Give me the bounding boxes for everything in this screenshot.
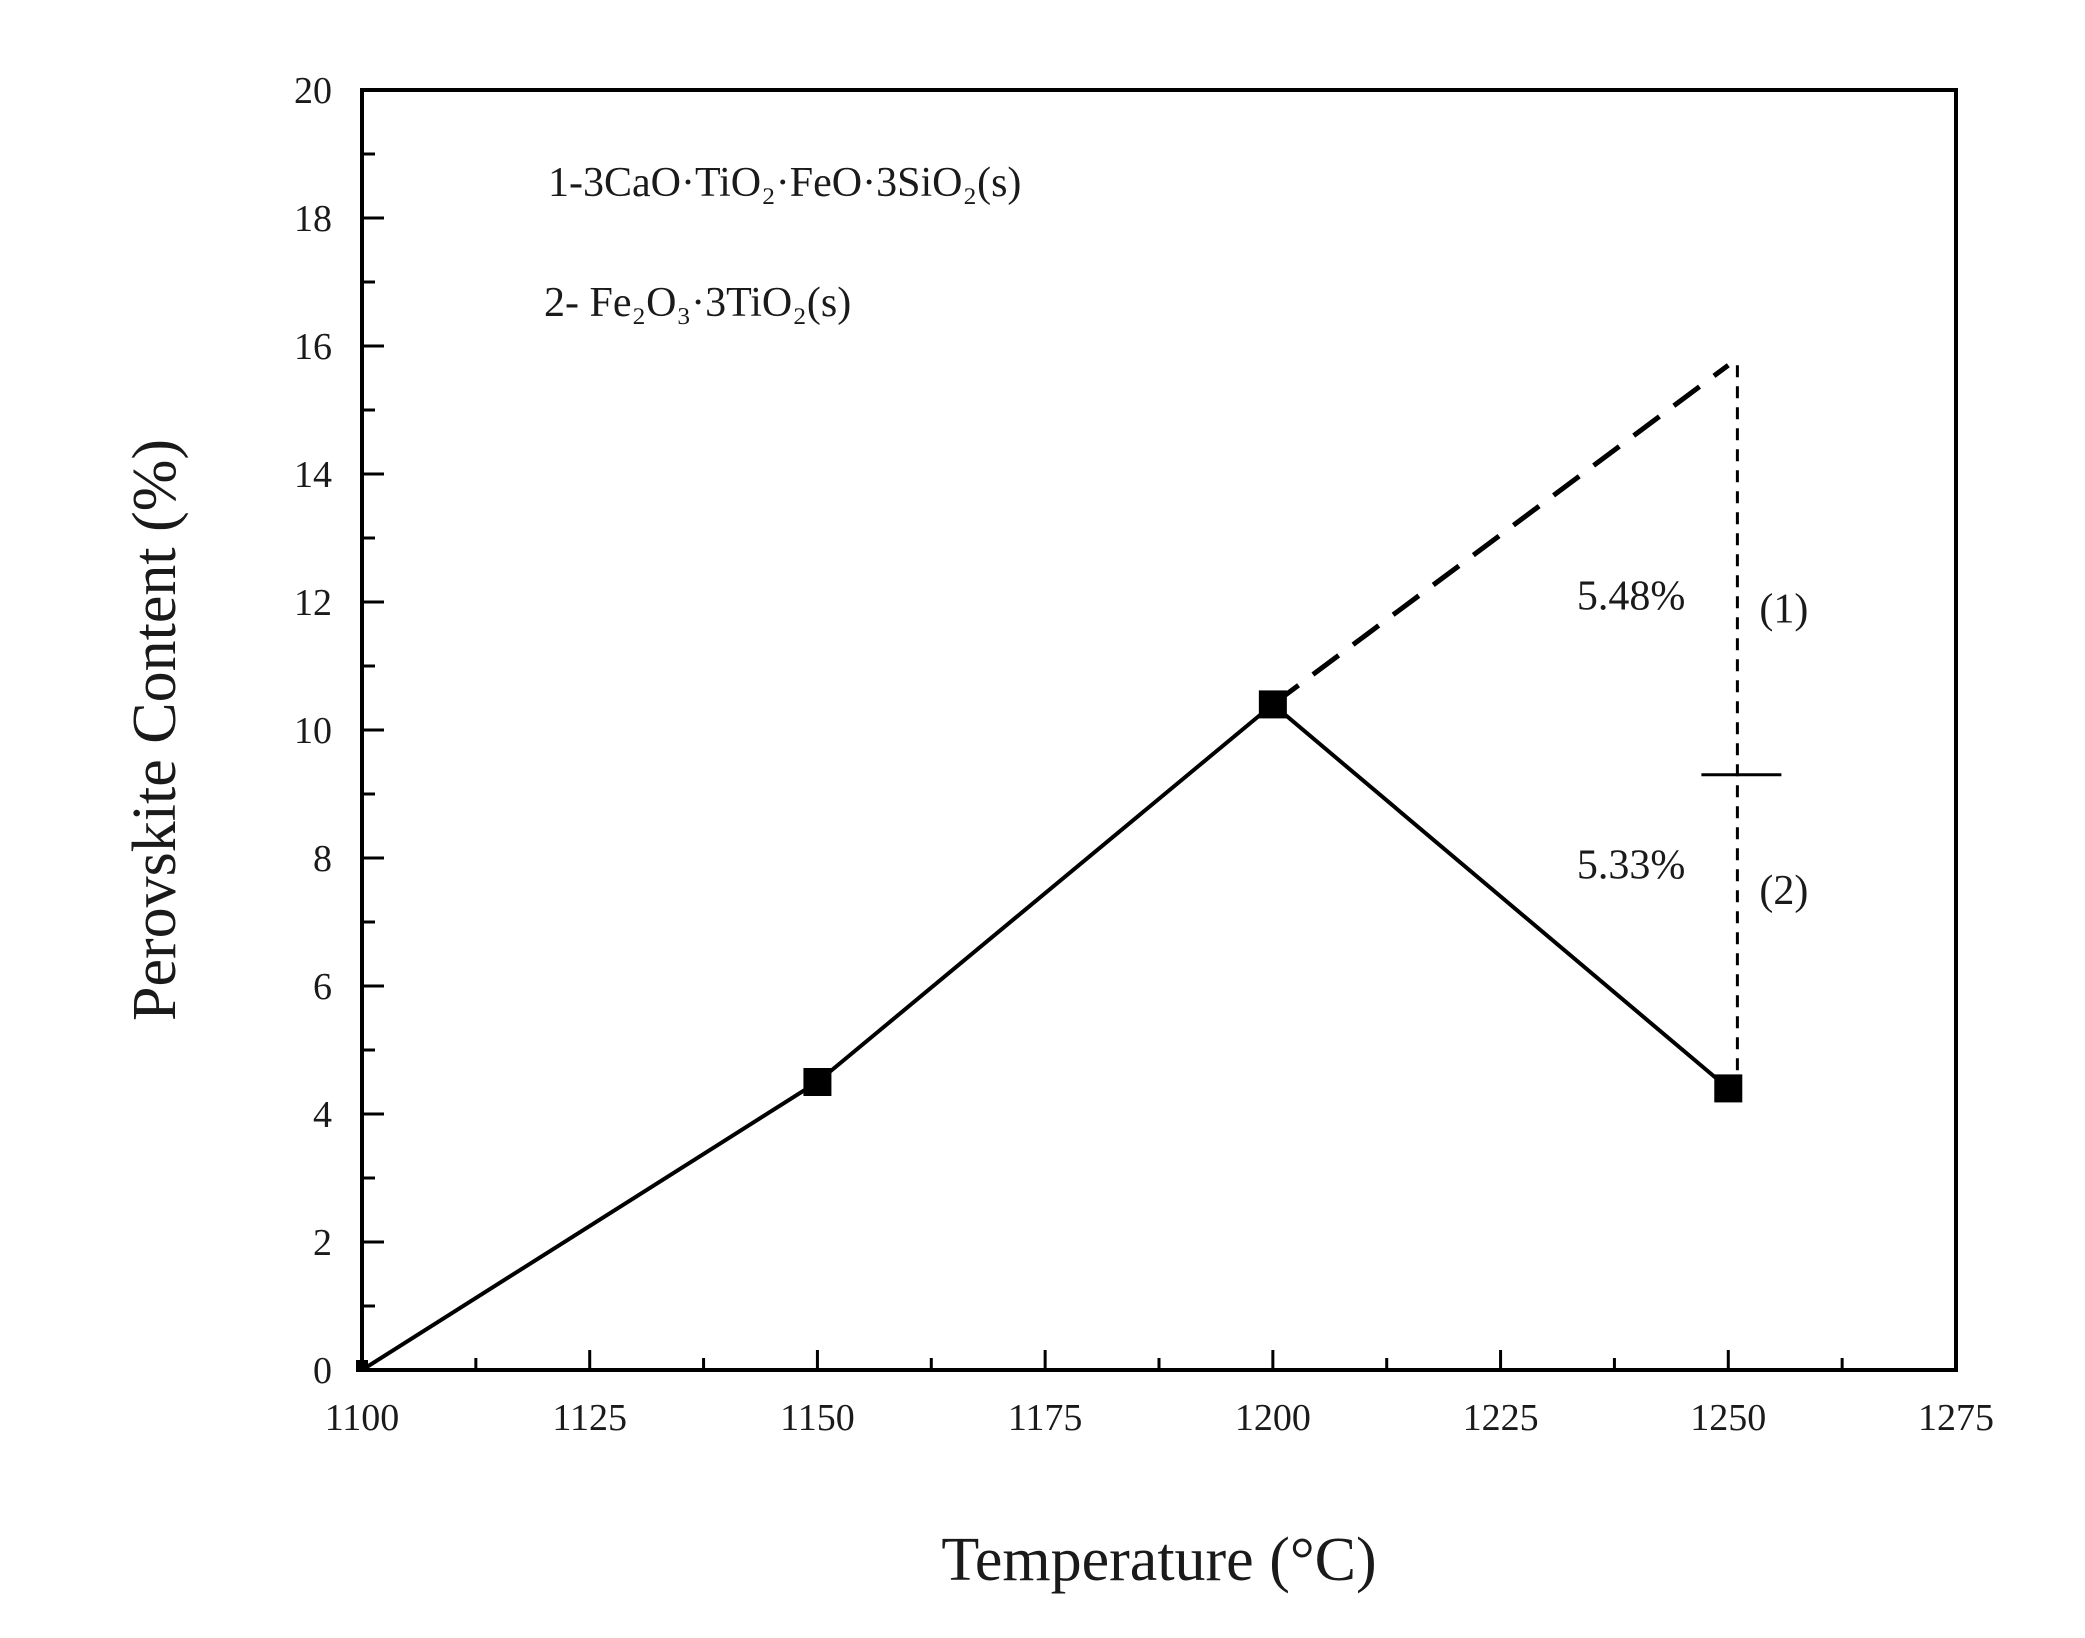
y-axis-title: Perovskite Content (%): [121, 439, 189, 1021]
series-line-dashed: [1271, 363, 1730, 707]
bottom-difference-value: 5.33%: [1577, 842, 1686, 888]
y-tick-label-4: 8: [313, 838, 332, 880]
legend-line-2: 2- Fe₂O₃·3TiO₂(s): [544, 280, 851, 326]
y-tick-label-0: 0: [313, 1350, 332, 1392]
series-line-solid: [360, 701, 1730, 1372]
y-tick-label-1: 2: [313, 1222, 332, 1264]
y-tick-label-3: 6: [313, 966, 332, 1008]
x-tick-label-1: 1125: [552, 1397, 627, 1439]
data-markers: [356, 690, 1743, 1372]
data-point-marker: [1258, 690, 1287, 719]
x-tick-label-0: 1100: [325, 1397, 400, 1439]
x-tick-label-5: 1225: [1463, 1397, 1539, 1439]
top-difference-label: (1): [1759, 586, 1808, 632]
x-tick-label-4: 1200: [1235, 1397, 1311, 1439]
x-tick-label-7: 1275: [1918, 1397, 1994, 1439]
x-axis-title: Temperature (°C): [941, 1526, 1376, 1594]
x-tick-label-2: 1150: [780, 1397, 855, 1439]
x-tick-label-6: 1250: [1690, 1397, 1766, 1439]
axis-ticks: [360, 88, 1958, 1372]
y-tick-label-10: 20: [294, 70, 332, 112]
y-tick-label-5: 10: [294, 710, 332, 752]
data-point-marker: [356, 1360, 368, 1372]
y-tick-label-8: 16: [294, 326, 332, 368]
x-tick-label-3: 1175: [1008, 1397, 1083, 1439]
data-point-marker: [803, 1068, 832, 1096]
bottom-difference-label: (2): [1759, 868, 1808, 914]
legend-line-1: 1-3CaO·TiO₂·FeO·3SiO₂(s): [548, 160, 1021, 206]
annotations: 5.48% (1) 5.33% (2): [1577, 365, 1808, 1089]
top-difference-value: 5.48%: [1577, 574, 1686, 620]
y-tick-label-2: 4: [313, 1094, 332, 1136]
y-tick-label-7: 14: [294, 454, 332, 496]
y-tick-label-9: 18: [294, 198, 332, 240]
data-lines: [360, 363, 1730, 1372]
y-tick-label-6: 12: [294, 582, 332, 624]
tick-labels: 1100 1125 1150 1175 1200 1225 1250 1275 0 2 4 6 8 10 1…: [294, 70, 1994, 1439]
